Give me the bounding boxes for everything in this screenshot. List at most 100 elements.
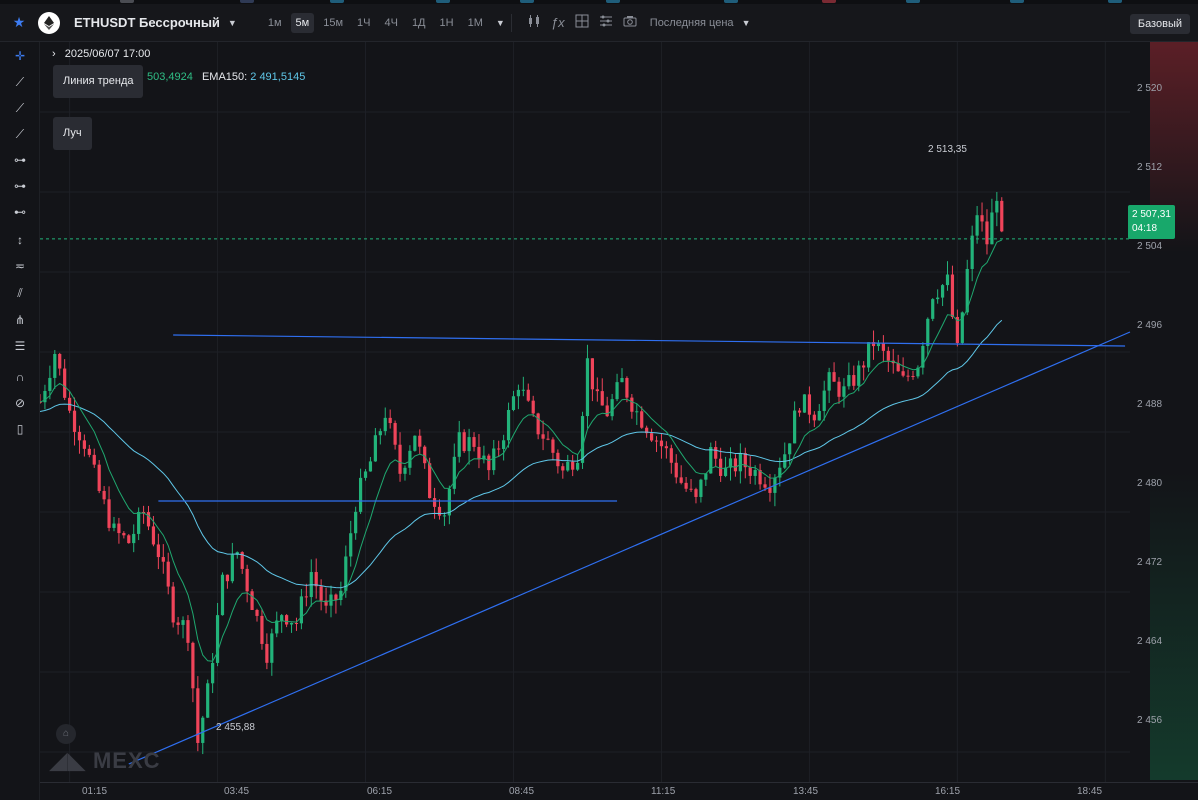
candle-body <box>206 683 210 718</box>
timeframe-5m[interactable]: 5м <box>290 12 315 33</box>
candle-body <box>146 512 151 527</box>
replay-icon[interactable]: ⌂ <box>56 724 76 744</box>
pitchfork-tool[interactable]: ⋔ <box>12 312 28 328</box>
favorite-star-icon[interactable]: ★ <box>12 14 26 30</box>
camera-icon[interactable] <box>622 14 638 31</box>
timeframe-1h[interactable]: 1Ч <box>357 16 371 29</box>
vertical-line-tool[interactable]: ↕ <box>12 232 28 248</box>
symbol-dropdown-icon[interactable]: ▼ <box>227 17 237 28</box>
horizontal-segment-icon: ⊷ <box>14 205 26 219</box>
candle-body <box>970 235 974 269</box>
candle-body <box>862 365 866 368</box>
candle-body <box>704 473 708 480</box>
candle-body <box>408 450 412 468</box>
candle-body <box>728 458 733 468</box>
settings-sliders-icon[interactable] <box>598 14 614 31</box>
extended-line-icon: ⟋ <box>15 127 25 141</box>
time-tick: 13:45 <box>793 786 819 797</box>
candle-body <box>211 662 215 684</box>
legend-ema-row: 503,4924 EMA150: 2 491,5145 <box>147 71 305 83</box>
horizontal-ray-tool[interactable]: ⊶ <box>12 178 28 194</box>
timeframe-1d[interactable]: 1Д <box>411 16 426 29</box>
hide-drawings-tool[interactable]: ⊘ <box>12 395 28 411</box>
symbol-title[interactable]: ETHUSDT Бессрочный <box>74 15 220 30</box>
candle-body <box>181 620 185 625</box>
magnet-tool[interactable]: ∩ <box>12 369 28 385</box>
candle-body <box>723 467 728 476</box>
candle-body <box>423 446 427 464</box>
candle-body <box>881 342 885 351</box>
crosshair-tool[interactable]: ✛ <box>12 48 28 64</box>
candle-body <box>462 432 466 452</box>
legend-date: 2025/06/07 17:00 <box>64 48 151 60</box>
timeframe-1mo[interactable]: 1М <box>467 16 483 29</box>
candle-body <box>53 353 57 378</box>
timeframe-dropdown-icon[interactable]: ▼ <box>495 17 505 28</box>
candle-body <box>363 471 368 478</box>
ema150-line <box>40 319 1003 589</box>
candle-body <box>378 431 382 436</box>
divider <box>510 13 512 32</box>
indicators-icon[interactable]: ƒx <box>550 15 565 30</box>
candle-body <box>615 382 619 400</box>
layout-grid-icon[interactable] <box>574 14 590 31</box>
candle-body <box>768 487 772 493</box>
time-tick: 08:45 <box>509 786 535 797</box>
candle-body <box>141 511 146 513</box>
candle-body <box>620 378 624 383</box>
price-chart[interactable] <box>40 42 1198 782</box>
horizontal-line-tool[interactable]: ⊶ <box>12 152 28 168</box>
candle-body <box>699 479 703 497</box>
fib-retracement-tool[interactable]: ☰ <box>12 338 28 354</box>
candle-body <box>975 215 979 236</box>
candle-body <box>156 544 160 558</box>
candle-body <box>403 467 407 474</box>
candle-body <box>812 414 816 421</box>
candle-body <box>694 489 698 497</box>
timeframe-1w[interactable]: 1Н <box>439 16 454 29</box>
candle-body <box>669 448 673 463</box>
candle-body <box>664 446 668 449</box>
candle-body <box>743 453 747 468</box>
price-type-select[interactable]: Последняя цена <box>649 16 734 29</box>
trash-icon: ▯ <box>16 422 24 436</box>
candle-body <box>472 437 476 447</box>
candle-body <box>1000 200 1004 232</box>
price-line-tool[interactable]: ≂ <box>12 258 28 274</box>
candle-body <box>561 466 565 471</box>
tooltip-ray: Луч <box>53 117 92 150</box>
candle-body <box>398 444 402 474</box>
horizontal-segment-tool[interactable]: ⊷ <box>12 204 28 220</box>
trend-line-tool[interactable]: ⟋ <box>12 74 28 90</box>
view-mode-button[interactable]: Базовый <box>1129 14 1190 34</box>
candle-body <box>442 515 447 517</box>
candle-body <box>506 409 511 441</box>
candle-body <box>980 215 984 222</box>
candle-body <box>847 375 851 387</box>
candle-body <box>940 285 945 298</box>
timeframe-4h[interactable]: 4Ч <box>384 16 398 29</box>
candle-body <box>985 221 989 245</box>
collapse-legend-icon[interactable]: › <box>52 48 56 60</box>
ray-tool[interactable]: ⟋ <box>12 100 28 116</box>
candle-body <box>659 440 664 447</box>
time-axis[interactable]: 01:15 03:45 06:15 08:45 11:15 13:45 16:1… <box>40 782 1198 800</box>
candle-body <box>122 533 126 536</box>
candle-body <box>457 432 461 457</box>
candle-body <box>137 511 141 534</box>
candle-body <box>176 622 180 625</box>
candle-body <box>778 467 782 478</box>
candle-body <box>926 318 930 346</box>
price-type-dropdown-icon[interactable]: ▼ <box>741 17 751 28</box>
extended-line-tool[interactable]: ⟋ <box>12 126 28 142</box>
ethereum-logo-icon <box>38 11 60 34</box>
timeframe-15m[interactable]: 15м <box>323 16 344 29</box>
candle-body <box>112 523 116 528</box>
timeframe-1m[interactable]: 1м <box>267 16 282 29</box>
candle-body <box>625 378 629 398</box>
candle-body <box>413 435 417 451</box>
candle-body <box>482 455 486 460</box>
candle-type-icon[interactable] <box>526 14 542 31</box>
parallel-channel-tool[interactable]: ⫽ <box>12 285 28 301</box>
delete-drawings-tool[interactable]: ▯ <box>12 421 28 437</box>
